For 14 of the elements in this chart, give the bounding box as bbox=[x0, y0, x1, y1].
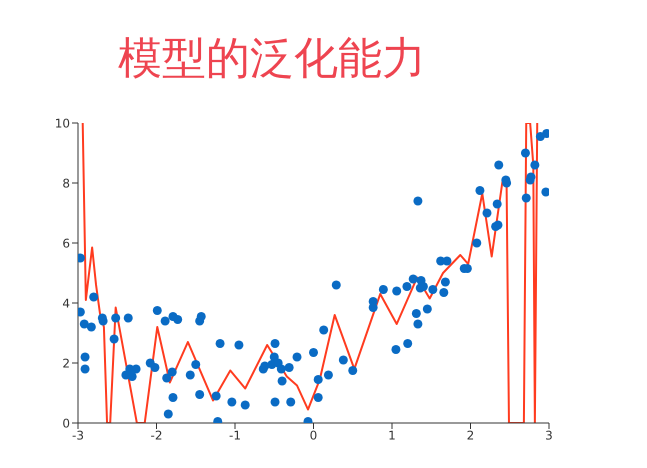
x-tick-label: -1 bbox=[229, 428, 241, 443]
y-tick-label: 0 bbox=[62, 416, 70, 430]
x-tick-label: 0 bbox=[310, 428, 318, 443]
y-tick-label: 8 bbox=[62, 176, 70, 190]
x-tick-label: -3 bbox=[72, 428, 84, 443]
x-tick-label: 2 bbox=[466, 428, 474, 443]
x-tick-label: -2 bbox=[150, 428, 162, 443]
y-tick-label: 2 bbox=[62, 356, 70, 370]
y-tick-label: 6 bbox=[62, 236, 70, 250]
y-tick-label: 4 bbox=[62, 296, 70, 310]
x-tick-label: 3 bbox=[545, 428, 553, 443]
y-tick-label: 10 bbox=[54, 116, 70, 130]
x-tick-label: 1 bbox=[388, 428, 396, 443]
chart-title: 模型的泛化能力 bbox=[117, 32, 427, 86]
